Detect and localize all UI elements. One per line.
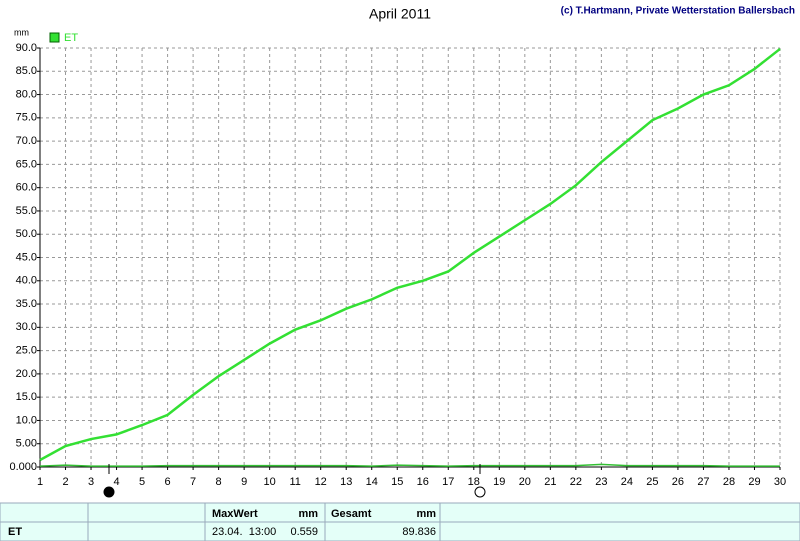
x-tick-label: 24 [621, 476, 633, 488]
x-tick-label: 11 [289, 476, 300, 488]
x-tick-label: 18 [468, 476, 480, 488]
legend-swatch [49, 32, 60, 43]
y-tick-label: 30.0 [16, 321, 37, 333]
y-axis-label: mm [14, 27, 29, 37]
y-tick-label: 60.0 [16, 182, 37, 194]
footer-label: ET [8, 526, 22, 538]
footer: ET MaxWert mm 23.04. 13:00 0.559 Gesamt … [0, 502, 800, 541]
x-tick-label: 23 [595, 476, 607, 488]
y-tick-label: 45.0 [16, 251, 37, 263]
moon-new [103, 486, 115, 498]
copyright: (c) T.Hartmann, Private Wetterstation Ba… [561, 6, 795, 17]
x-tick-label: 20 [519, 476, 531, 488]
y-tick-label: 70.0 [16, 135, 37, 147]
x-tick-label: 12 [315, 476, 327, 488]
data-line [39, 47, 781, 462]
x-tick-label: 14 [366, 476, 378, 488]
y-tick-label: 10.0 [16, 414, 37, 426]
x-tick-label: 22 [570, 476, 582, 488]
footer-value: 0.559 [290, 526, 318, 538]
x-tick-label: 30 [774, 476, 786, 488]
footer-value: 89.836 [402, 526, 436, 538]
x-tick-label: 29 [748, 476, 760, 488]
x-tick-label: 26 [672, 476, 684, 488]
y-tick-label: 35.0 [16, 298, 37, 310]
x-tick-label: 15 [391, 476, 403, 488]
footer-unit: mm [416, 508, 436, 520]
y-tick-label: 0.000 [9, 461, 37, 473]
legend-label: ET [64, 32, 78, 44]
y-tick-label: 90.0 [16, 42, 37, 54]
y-tick-label: 40.0 [16, 275, 37, 287]
x-tick-label: 8 [216, 476, 222, 488]
y-tick-label: 65.0 [16, 158, 37, 170]
x-tick-label: 4 [113, 476, 119, 488]
footer-unit: mm [298, 508, 318, 520]
data-line [39, 463, 780, 467]
x-tick-label: 17 [442, 476, 454, 488]
x-tick-label: 7 [190, 476, 196, 488]
y-tick-label: 25.0 [16, 345, 37, 357]
x-tick-label: 25 [646, 476, 658, 488]
x-tick-label: 6 [165, 476, 171, 488]
x-tick-label: 19 [493, 476, 505, 488]
x-tick-label: 13 [340, 476, 352, 488]
x-tick-label: 28 [723, 476, 735, 488]
chart-title: April 2011 [369, 6, 431, 22]
footer-time: 23.04. 13:00 [212, 526, 276, 538]
footer-header: Gesamt [331, 508, 372, 520]
y-tick-label: 20.0 [16, 368, 37, 380]
y-tick-label: 55.0 [16, 205, 37, 217]
y-tick-label: 80.0 [16, 88, 37, 100]
x-tick-label: 9 [241, 476, 247, 488]
x-tick-label: 21 [544, 476, 556, 488]
x-tick-label: 3 [88, 476, 94, 488]
x-tick-label: 10 [264, 476, 276, 488]
y-tick-label: 75.0 [16, 112, 37, 124]
x-tick-label: 1 [37, 476, 43, 488]
moon-full [474, 486, 486, 498]
footer-header: MaxWert [212, 508, 258, 520]
y-tick-label: 85.0 [16, 65, 37, 77]
x-tick-label: 2 [62, 476, 68, 488]
y-tick-label: 5.00 [16, 438, 37, 450]
x-tick-label: 27 [697, 476, 709, 488]
x-tick-label: 16 [417, 476, 429, 488]
y-tick-label: 15.0 [16, 391, 37, 403]
y-tick-label: 50.0 [16, 228, 37, 240]
x-tick-label: 5 [139, 476, 145, 488]
